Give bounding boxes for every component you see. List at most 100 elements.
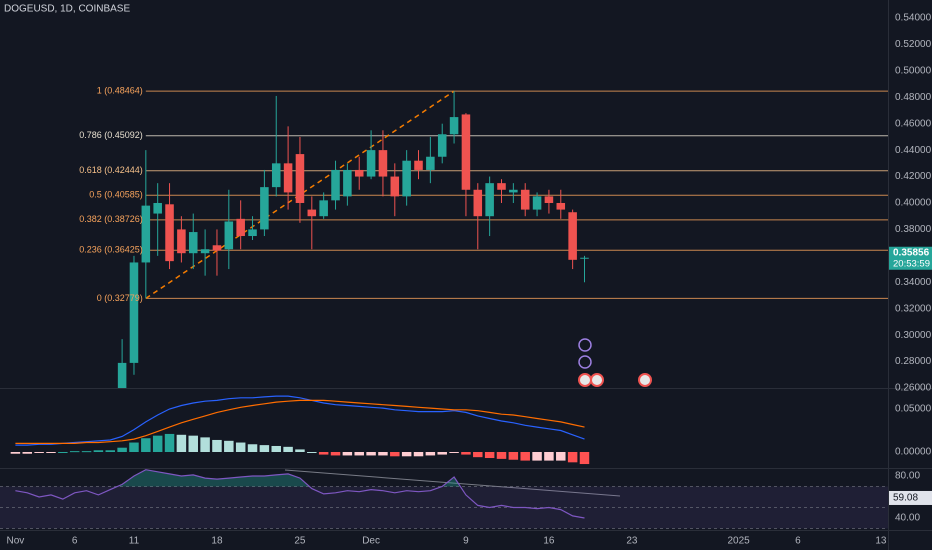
candle-body xyxy=(402,160,411,197)
candle-body xyxy=(414,160,423,170)
macd-histogram-bar xyxy=(34,452,44,453)
x-tick-label: 9 xyxy=(463,536,469,547)
x-tick-label: 25 xyxy=(294,536,306,547)
macd-histogram-bar xyxy=(141,438,151,452)
candle-body xyxy=(580,257,589,259)
event-icon[interactable] xyxy=(590,373,604,387)
candle-body xyxy=(426,156,435,170)
macd-histogram-bar xyxy=(484,452,495,459)
candle-body xyxy=(260,187,269,230)
candle-body xyxy=(520,189,530,210)
event-icon[interactable] xyxy=(578,355,592,369)
x-tick-label: 23 xyxy=(626,536,638,547)
candle-body xyxy=(366,150,376,177)
fib-level-label: 0.786 (0.45092) xyxy=(79,130,143,140)
y-tick-label: 0.34000 xyxy=(895,277,932,288)
macd-histogram-bar xyxy=(200,437,210,452)
macd-histogram-bar xyxy=(22,452,33,454)
macd-histogram-bar xyxy=(354,452,364,456)
macd-histogram-bar xyxy=(188,435,198,452)
x-tick-label: 13 xyxy=(875,536,887,547)
y-tick-label: 0.44000 xyxy=(895,145,932,156)
y-tick-label: 0.30000 xyxy=(895,330,932,341)
macd-histogram-bar xyxy=(425,452,436,456)
macd-histogram-bar xyxy=(10,452,21,454)
macd-histogram-bar xyxy=(401,452,412,457)
macd-histogram-bar xyxy=(176,434,187,452)
candle-body xyxy=(212,245,222,251)
candle-body xyxy=(331,169,340,201)
rsi-overbought-fill xyxy=(117,469,461,487)
trend-line xyxy=(145,90,455,300)
y-tick-label: 0.28000 xyxy=(895,356,932,367)
fib-level-label: 0.236 (0.36425) xyxy=(79,245,143,255)
y-tick-label: 80.00 xyxy=(895,471,920,482)
y-tick-label: 0.26000 xyxy=(895,383,932,394)
macd-histogram-bar xyxy=(378,452,388,456)
x-tick-label: Nov xyxy=(7,536,25,547)
candle-body xyxy=(236,218,245,237)
macd-histogram-bar xyxy=(342,452,353,456)
y-tick-label: 40.00 xyxy=(895,513,920,524)
macd-pane xyxy=(10,395,590,465)
macd-histogram-bar xyxy=(58,452,68,453)
macd-histogram-bar xyxy=(46,452,56,453)
y-tick-label: 0.46000 xyxy=(895,118,932,129)
macd-histogram-bar xyxy=(473,452,483,458)
rsi-value-box xyxy=(889,490,932,505)
rsi-line xyxy=(15,469,585,519)
x-tick-label: 2025 xyxy=(727,536,750,547)
x-tick-label: 16 xyxy=(543,536,555,547)
candle-body xyxy=(295,154,305,203)
chart-title: DOGEUSD, 1D, COINBASE xyxy=(4,4,130,15)
candle-body xyxy=(568,212,577,260)
macd-histogram-bar xyxy=(366,452,376,456)
macd-histogram-bar xyxy=(129,442,139,452)
macd-histogram-bar xyxy=(295,449,305,452)
macd-histogram-bar xyxy=(544,452,554,461)
countdown-label: 20:53:59 xyxy=(893,258,930,269)
candle-body xyxy=(129,262,139,363)
candle-body xyxy=(532,196,542,210)
x-tick-label: 6 xyxy=(795,536,801,547)
macd-histogram-bar xyxy=(567,452,578,463)
macd-line xyxy=(15,395,585,446)
candle-body xyxy=(200,249,210,254)
candle-body xyxy=(165,204,174,262)
candle-body xyxy=(319,200,328,217)
y-tick-label: 0.50000 xyxy=(895,65,932,76)
rsi-pane xyxy=(0,469,888,530)
candle-body xyxy=(271,163,281,188)
macd-histogram-bar xyxy=(164,433,175,452)
fib-level-label: 0.618 (0.42444) xyxy=(79,165,143,175)
candle-body xyxy=(556,202,566,210)
candle-body xyxy=(224,221,234,250)
candle-body xyxy=(544,196,554,203)
fib-level-label: 1 (0.48464) xyxy=(97,86,143,96)
y-tick-label: 0.54000 xyxy=(895,13,932,24)
event-icon[interactable] xyxy=(578,373,592,387)
candle-body xyxy=(437,134,447,157)
candle-body xyxy=(461,114,471,190)
macd-histogram-bar xyxy=(307,452,317,453)
event-icon[interactable] xyxy=(638,373,652,387)
macd-histogram-bar xyxy=(520,452,530,461)
macd-histogram-bar xyxy=(259,445,270,452)
x-tick-label: 6 xyxy=(72,536,78,547)
x-tick-label: 11 xyxy=(129,536,140,547)
candle-body xyxy=(153,202,162,214)
candle-body xyxy=(117,362,127,388)
macd-histogram-bar xyxy=(437,452,447,455)
macd-histogram-bar xyxy=(117,447,127,452)
event-icon[interactable] xyxy=(578,338,592,352)
macd-histogram-bar xyxy=(283,446,293,452)
candle-body xyxy=(177,229,186,254)
y-tick-label: 0.48000 xyxy=(895,92,932,103)
price-pane xyxy=(117,90,888,388)
candle-body xyxy=(283,163,293,193)
macd-histogram-bar xyxy=(413,452,424,457)
candle-body xyxy=(497,183,506,190)
y-tick-label: 0.38000 xyxy=(895,224,932,235)
macd-histogram-bar xyxy=(224,440,234,452)
macd-histogram-bar xyxy=(532,452,542,461)
